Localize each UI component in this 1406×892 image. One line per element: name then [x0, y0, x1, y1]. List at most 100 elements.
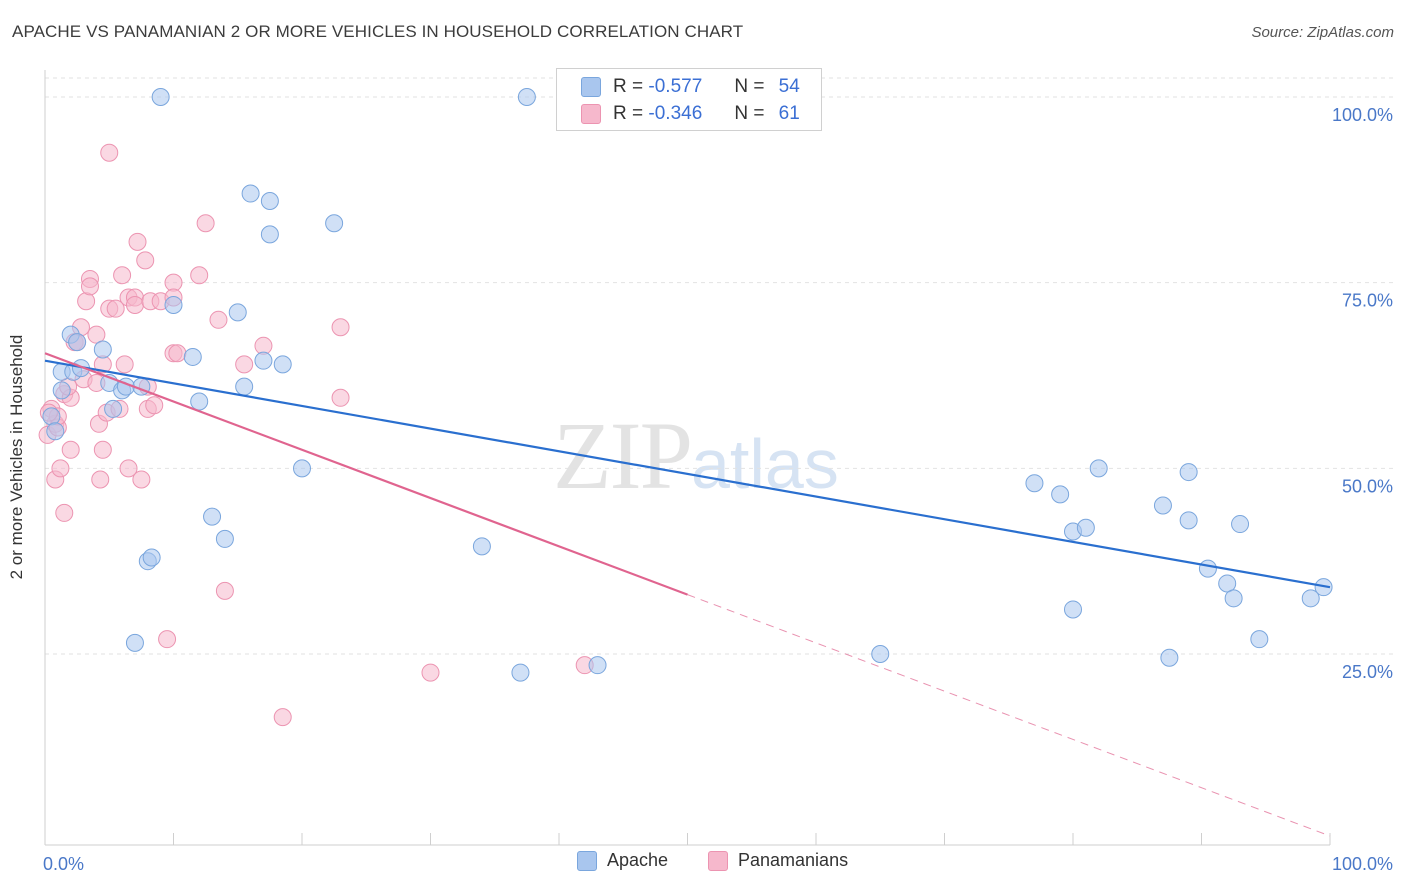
panamanian-point [106, 299, 125, 318]
y-tick-label: 50.0% [1342, 476, 1393, 496]
panamanian-point [215, 581, 234, 600]
x-tick-label: 0.0% [43, 854, 84, 874]
stats-legend: R = -0.577 N = 54 R = -0.346 N = 61 [556, 68, 822, 131]
legend-apache-label: Apache [607, 850, 669, 870]
y-axis-label: 2 or more Vehicles in Household [7, 334, 26, 580]
apache-trend-line [44, 359, 1331, 589]
panamanian-point [136, 251, 155, 270]
x-tick-label: 100.0% [1332, 854, 1393, 874]
panamanian-point [273, 708, 292, 727]
watermark-zip: ZIP [553, 402, 693, 509]
stats-row-apache: R = -0.577 N = 54 [581, 74, 800, 100]
apache-point [1224, 589, 1243, 608]
series-legend: Apache Panamanians [0, 850, 1406, 880]
panamanian-point [100, 143, 119, 162]
apache-point [1314, 578, 1333, 597]
panamanian-point [190, 266, 209, 285]
apache-point [472, 537, 491, 556]
apache-point [1179, 463, 1198, 482]
apache-point [260, 191, 279, 210]
apache-point [1064, 600, 1082, 619]
apache-n-label: N = [734, 76, 765, 97]
apache-point [588, 656, 607, 675]
panamanian-point [331, 318, 350, 337]
panamanian-point [158, 630, 177, 649]
legend-item-panamanians[interactable]: Panamanians [708, 850, 848, 871]
panamanian-trend-extension [687, 594, 1331, 837]
apache-point [151, 88, 170, 106]
panamanian-point [119, 459, 138, 478]
panamanian-r-label: R = [613, 103, 644, 124]
apache-point [93, 340, 112, 359]
panamanian-point [113, 266, 132, 285]
apache-point [871, 645, 890, 664]
panamanian-point [331, 388, 350, 407]
apache-r-label: R = [613, 76, 644, 97]
chart-title: APACHE VS PANAMANIAN 2 OR MORE VEHICLES … [12, 22, 744, 41]
apache-point [1160, 648, 1179, 667]
apache-point [1198, 559, 1217, 578]
apache-swatch [581, 77, 601, 97]
apache-point [203, 507, 222, 526]
panamanian-point [91, 470, 110, 489]
panamanian-n-label: N = [734, 103, 765, 124]
apache-point [254, 351, 273, 370]
apache-point [142, 548, 161, 567]
panamanian-n-value: 61 [778, 103, 800, 124]
apache-point [42, 407, 61, 426]
apache-point [164, 295, 183, 314]
panamanian-point [125, 295, 144, 314]
legend-panamanians-swatch [708, 850, 728, 871]
panamanian-point [80, 277, 99, 296]
watermark-atlas: atlas [691, 425, 839, 503]
apache-point [1025, 474, 1044, 493]
apache-point [1089, 459, 1108, 478]
apache-point [1153, 496, 1172, 515]
apache-point [190, 392, 209, 411]
legend-apache-swatch [577, 850, 597, 871]
apache-n-value: 54 [778, 76, 800, 97]
panamanian-point [115, 355, 134, 374]
apache-point [235, 377, 254, 396]
stats-row-panamanian: R = -0.346 N = 61 [581, 101, 800, 127]
apache-point [228, 303, 247, 322]
y-tick-label: 25.0% [1342, 662, 1393, 682]
panamanian-point [87, 325, 106, 344]
panamanian-point [209, 310, 228, 329]
apache-point [517, 88, 536, 106]
panamanian-point [77, 292, 96, 311]
source-credit: Source: ZipAtlas.com [1251, 24, 1394, 41]
panamanian-r-value: -0.346 [648, 103, 703, 124]
panamanian-point [168, 344, 187, 363]
apache-point [68, 333, 87, 352]
apache-point [215, 529, 234, 548]
watermark: ZIPatlas [553, 400, 839, 511]
panamanian-point [421, 663, 440, 682]
panamanian-point [51, 459, 70, 478]
y-tick-label: 100.0% [1332, 105, 1393, 125]
panamanian-point [132, 470, 151, 489]
apache-point [46, 422, 65, 441]
panamanian-point [196, 214, 215, 233]
apache-point [125, 633, 144, 652]
panamanian-point [128, 232, 147, 251]
legend-panamanians-label: Panamanians [738, 850, 849, 870]
y-tick-label: 75.0% [1342, 291, 1393, 311]
apache-point [1231, 515, 1250, 534]
apache-point [260, 225, 279, 244]
apache-point [273, 355, 292, 374]
apache-point [241, 184, 260, 203]
apache-point [1051, 485, 1070, 504]
panamanian-point [61, 440, 80, 459]
apache-point [1250, 630, 1269, 649]
apache-point [325, 214, 344, 233]
apache-point [183, 347, 202, 366]
panamanian-swatch [581, 104, 601, 124]
apache-point [1218, 574, 1237, 593]
panamanian-point [235, 355, 254, 374]
apache-point [511, 663, 530, 682]
legend-item-apache[interactable]: Apache [577, 850, 668, 871]
apache-point [1179, 511, 1198, 530]
apache-point [1301, 589, 1320, 608]
